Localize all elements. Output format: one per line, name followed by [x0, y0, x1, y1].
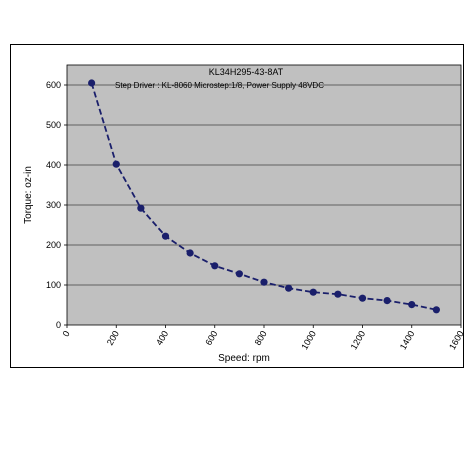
x-tick-label: 1400 — [398, 329, 417, 351]
x-axis-title: Speed: rpm — [218, 353, 270, 364]
data-point — [358, 294, 367, 302]
data-point — [309, 288, 317, 296]
plot-area — [66, 64, 462, 326]
data-point — [285, 284, 293, 292]
data-point — [408, 301, 416, 309]
y-tick-labels: 0 100 200 300 400 500 600 — [46, 80, 61, 330]
chart-annotation: Step Driver : KL-8060 Microstep:1/8, Pow… — [115, 81, 324, 90]
data-point — [186, 249, 194, 257]
y-tick-label: 0 — [56, 320, 61, 330]
y-axis-title: Torque: oz-in — [23, 166, 34, 224]
x-tick-label: 1200 — [349, 329, 368, 351]
x-tick-label: 400 — [154, 329, 170, 347]
x-tick-label: 200 — [105, 329, 121, 347]
y-tick-label: 300 — [46, 200, 61, 210]
data-markers — [88, 79, 440, 314]
data-point — [137, 204, 145, 212]
data-point — [432, 306, 440, 314]
chart-title: KL34H295-43-8AT — [209, 67, 284, 77]
data-point — [260, 278, 268, 286]
y-tick-label: 200 — [46, 240, 61, 250]
x-tick-label: 1000 — [299, 329, 318, 351]
x-tick-labels: 0 200 400 600 800 1000 1200 1400 1600 — [61, 329, 465, 351]
x-tick-label: 0 — [61, 329, 72, 338]
data-point — [334, 290, 342, 298]
y-tick-label: 100 — [46, 280, 61, 290]
data-point — [161, 232, 170, 240]
data-point — [383, 297, 391, 305]
chart-frame: 0 100 200 300 400 500 600 0 200 400 600 800 1000 120… — [10, 44, 465, 368]
data-point — [211, 262, 219, 270]
x-tick-label: 800 — [253, 329, 269, 347]
data-point — [235, 270, 243, 278]
y-tick-label: 500 — [46, 120, 61, 130]
chart: 0 100 200 300 400 500 600 0 200 400 600 800 1000 120… — [23, 64, 465, 364]
y-tick-label: 600 — [46, 80, 61, 90]
data-point — [88, 79, 96, 87]
data-point — [112, 160, 120, 168]
grid-lines — [64, 84, 462, 328]
x-tick-label: 1600 — [447, 329, 465, 351]
y-tick-label: 400 — [46, 160, 61, 170]
x-tick-label: 600 — [203, 329, 219, 347]
